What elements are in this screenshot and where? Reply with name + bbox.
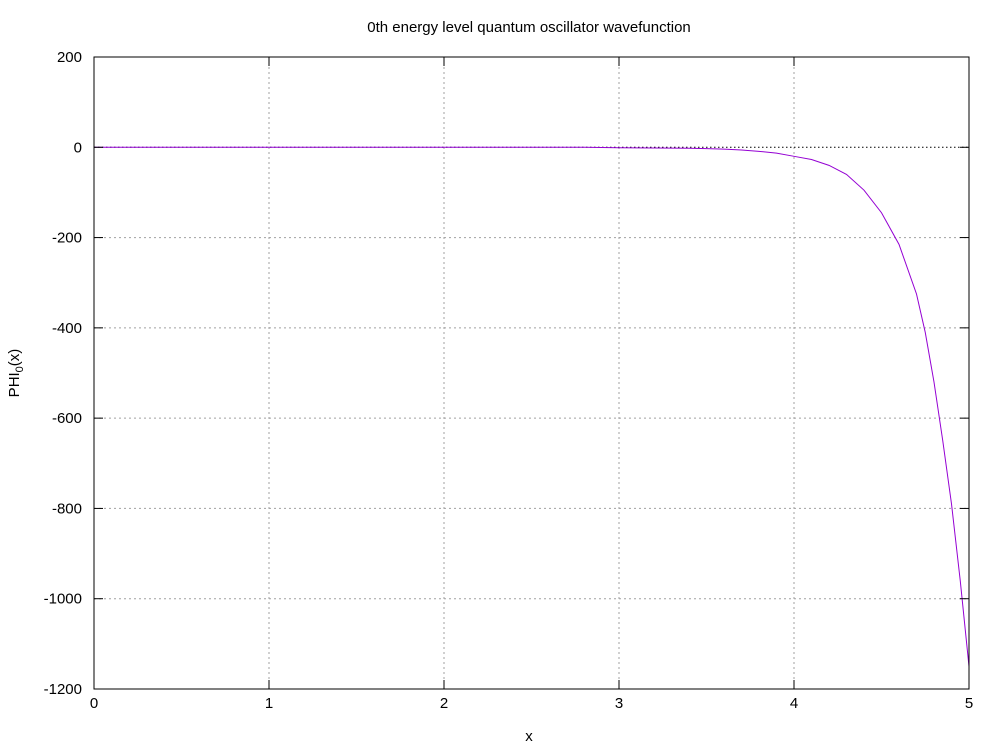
series-layer [94, 146, 970, 667]
y-tick-label: -1200 [44, 681, 82, 698]
y-tick-label: 0 [74, 139, 82, 156]
x-tick-label: 0 [90, 695, 98, 712]
y-tick-label: -400 [52, 320, 82, 337]
y-axis-label-sub: 0 [14, 366, 26, 372]
y-tick-label: -800 [52, 500, 82, 517]
x-tick-label: 5 [965, 695, 973, 712]
y-tick-label: 200 [57, 49, 82, 66]
y-axis-label-main: PHI [6, 372, 23, 397]
x-axis-label: x [525, 728, 533, 745]
y-tick-label: -1000 [44, 591, 82, 608]
x-tick-label: 1 [265, 695, 273, 712]
y-tick-label: -200 [52, 230, 82, 247]
ticks [93, 56, 970, 690]
x-tick-label: 2 [440, 695, 448, 712]
y-axis-label: PHI0(x) [6, 349, 26, 398]
plot-frame [93, 56, 970, 690]
grid-lines [94, 57, 969, 689]
chart-title: 0th energy level quantum oscillator wave… [367, 19, 691, 36]
y-tick-label: -600 [52, 410, 82, 427]
x-tick-label: 3 [615, 695, 623, 712]
series-line [94, 146, 970, 667]
y-axis-label-tail: (x) [6, 349, 23, 367]
tick-labels: 0 1 2 3 4 5 200 0 -200 -400 -600 -800 -1000 -1200 [44, 49, 974, 712]
x-tick-label: 4 [790, 695, 798, 712]
